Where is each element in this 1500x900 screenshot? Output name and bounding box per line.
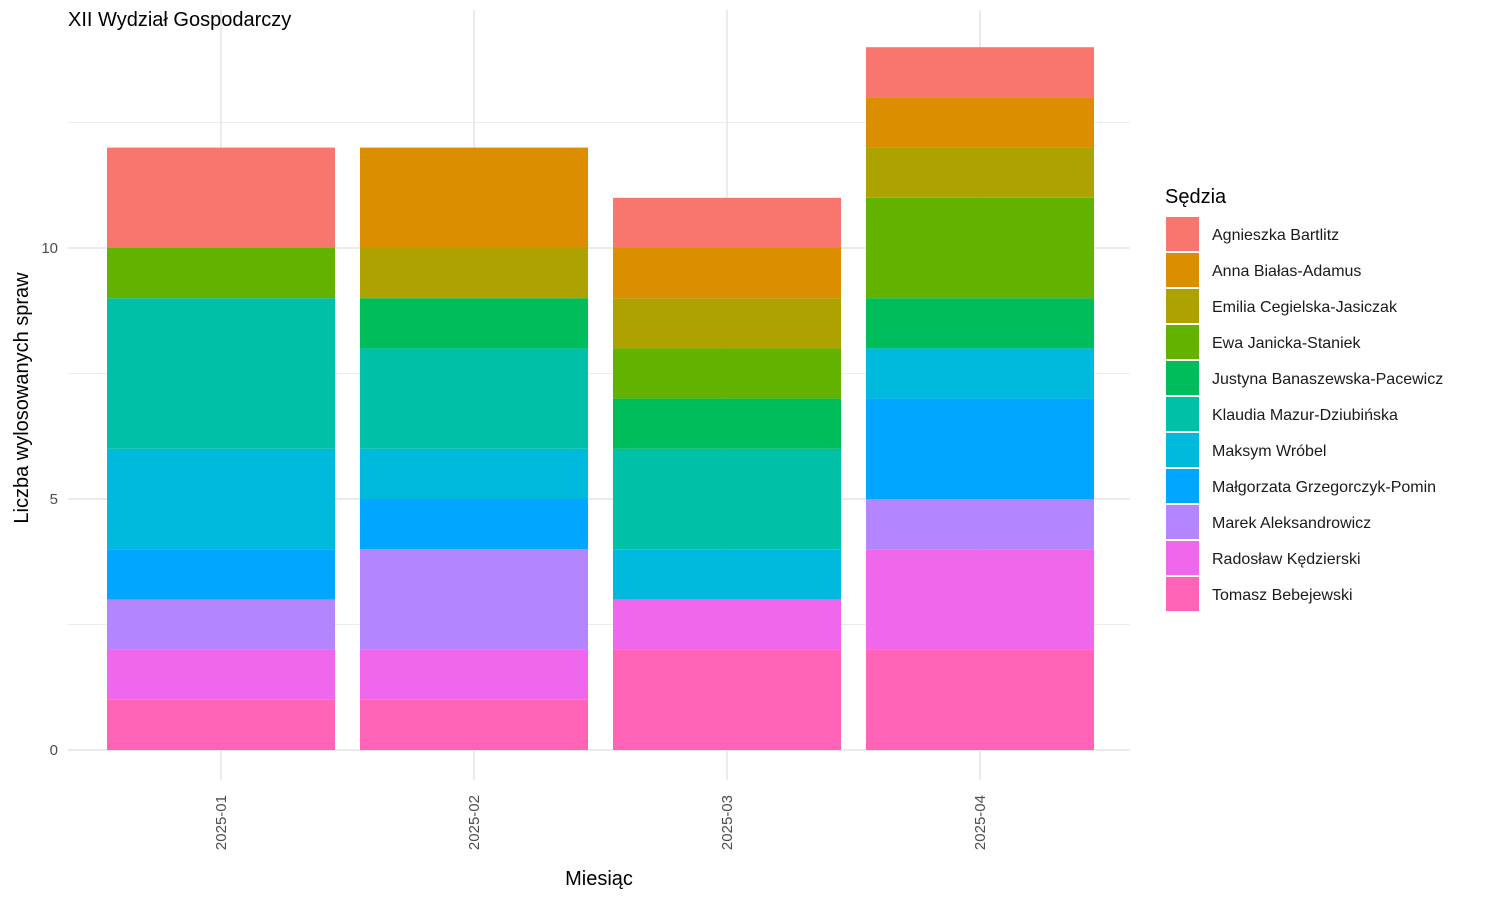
bar-segment [613,649,841,750]
legend-title: Sędzia [1165,186,1227,208]
legend-key [1166,217,1199,251]
legend-key [1166,577,1199,611]
legend-key [1166,397,1199,431]
y-axis-title: Liczba wylosowanych spraw [11,272,33,524]
bar-segment [107,448,335,550]
bar-segment [360,448,588,499]
legend-label: Tomasz Bebejewski [1212,587,1353,604]
x-tick-label: 2025-04 [972,795,989,850]
legend-key [1166,433,1199,467]
legend-label: Anna Białas-Adamus [1212,263,1361,280]
legend-label: Ewa Janicka-Staniek [1212,335,1362,352]
bar-segment [360,298,588,349]
legend-key [1166,325,1199,359]
bar-segment [107,248,335,299]
bar-segment [613,448,841,550]
x-tick-label: 2025-02 [466,795,483,850]
bar-segment [613,599,841,650]
bar-segment [107,649,335,700]
y-tick-labels: 0 5 10 [41,240,58,759]
bar-segment [613,298,841,349]
bar-segment [613,248,841,299]
bar-segment [866,499,1094,550]
chart-title: XII Wydział Gospodarczy [68,9,291,31]
legend: Sędzia Agnieszka Bartlitz Anna Białas-Ada… [1165,186,1443,611]
x-tick-labels: 2025-01 2025-02 2025-03 2025-04 [213,795,989,850]
bar-segment [613,549,841,600]
bar-segment [107,147,335,248]
bar-segment [866,47,1094,98]
bar-segment [360,549,588,650]
y-tick-label: 10 [41,240,58,257]
legend-label: Małgorzata Grzegorczyk-Pomin [1212,479,1436,496]
bar-segment [107,599,335,650]
legend-key [1166,253,1199,287]
legend-label: Justyna Banaszewska-Pacewicz [1212,371,1443,388]
x-tick-label: 2025-01 [213,795,230,850]
legend-key [1166,361,1199,395]
bar-segment [866,298,1094,349]
x-axis-title: Miesiąc [565,868,633,890]
y-tick-label: 5 [50,491,58,508]
bar-segment [866,348,1094,399]
legend-key [1166,289,1199,323]
bar-segment [613,348,841,399]
bar-segment [107,699,335,750]
bar-segment [866,147,1094,198]
bar-segment [866,649,1094,750]
bar-segment [866,398,1094,499]
bar-segment [866,549,1094,650]
bar-segment [360,649,588,700]
legend-label: Agnieszka Bartlitz [1212,227,1339,244]
y-tick-label: 0 [50,742,58,759]
legend-key [1166,469,1199,503]
bar-segment [866,197,1094,299]
legend-label: Maksym Wróbel [1212,443,1326,460]
bar-segment [866,97,1094,148]
legend-label: Marek Aleksandrowicz [1212,515,1371,532]
bar-segment [107,549,335,600]
legend-label: Emilia Cegielska-Jasiczak [1212,299,1398,316]
bar-segment [613,197,841,248]
bar-segment [360,499,588,550]
bar-segment [107,298,335,449]
bar-segment [360,147,588,248]
legend-key [1166,505,1199,539]
legend-key [1166,541,1199,575]
legend-label: Radosław Kędzierski [1212,551,1361,568]
bar-segment [360,248,588,299]
bars [107,47,1094,750]
legend-label: Klaudia Mazur-Dziubińska [1212,407,1398,424]
x-tick-label: 2025-03 [719,795,736,850]
bar-segment [360,348,588,449]
bar-segment [360,699,588,750]
bar-segment [613,398,841,449]
